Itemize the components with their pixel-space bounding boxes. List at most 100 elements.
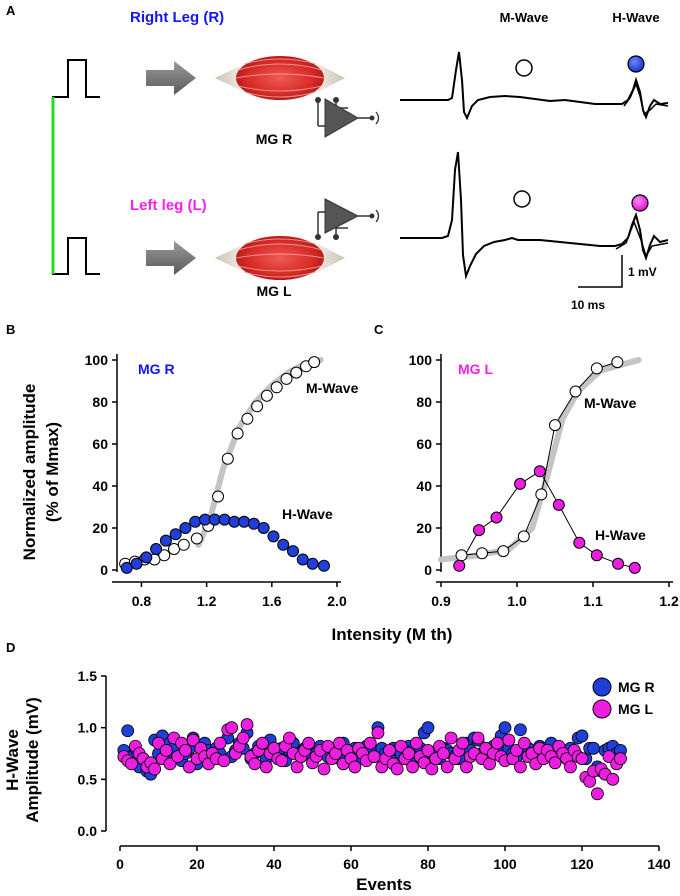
h-wave-point [257,522,270,534]
mg-r-point [121,724,135,738]
mg-l-point [383,744,396,757]
m-wave-point [190,532,203,545]
mg-l-point [302,736,316,750]
m-wave-point [270,381,283,394]
stimulus-pulse-r [52,59,100,98]
x-tick-label: 40 [266,856,282,872]
mg-l-point [148,762,162,776]
left-leg-label: Left leg (L) [130,197,207,214]
m-wave-point [158,549,171,562]
x-tick-label: 140 [647,856,671,872]
y-tick-label: 40 [416,478,432,494]
m-wave-point [455,549,468,562]
y-tick-label: 20 [92,520,108,536]
mg-l-point [348,760,362,774]
scale-bar [578,255,623,288]
m-wave-point [221,452,234,465]
m-wave-point [497,545,510,558]
chart-title: MG L [458,361,493,377]
m-wave-point [231,427,244,440]
h-wave-point [169,528,182,541]
arrow-right-icon [146,61,196,95]
mg-l-point [390,762,404,776]
y-tick-label: 0 [100,562,108,578]
x-tick-label: 60 [343,856,359,872]
h-wave-annotation: H-Wave [282,506,333,522]
h-wave-point [179,522,192,534]
h-wave-point [150,543,163,555]
mg-l-point [490,736,504,750]
muscle-r-icon [215,56,345,100]
h-wave-point [552,498,565,511]
panel-label-a: A [6,3,16,18]
mg-l-point [125,757,138,771]
mg-l-point [317,762,331,776]
y-tick-label: 60 [416,436,432,452]
y-axis-label-line1: Normalized amplitude [20,384,39,561]
mg-l-point [213,736,227,750]
panel-a: A Right Leg (R) Left leg (L) [6,3,669,312]
h-wave-point [533,465,546,478]
m-wave-point [535,488,548,501]
mg-l-point [444,731,458,745]
y-axis-label-line2: (% of Mmax) [43,422,62,522]
y-tick-label: 0.5 [78,771,98,787]
scale-time-label: 10 ms [571,298,605,312]
x-tick-label: 0 [116,856,124,872]
mg-l-point [259,760,273,774]
m-wave-fit-curve [438,357,642,563]
m-wave-point [241,412,254,425]
m-wave-point [280,372,293,385]
legend-label-mg-l: MG L [618,701,653,717]
mg-r-point [587,741,600,755]
m-wave-point [590,362,603,375]
x-tick-label: 1.2 [197,593,217,609]
h-wave-point [277,538,290,551]
electrode-r-icon [315,97,380,138]
m-wave-point [177,538,190,551]
mg-l-point [440,760,454,774]
mg-l-point [256,736,269,750]
mg-r-point [421,721,435,735]
h-wave-point [490,511,503,524]
mg-l-point [406,760,420,774]
x-tick-label: 80 [420,856,436,872]
right-leg-label: Right Leg (R) [130,9,224,26]
x-tick-label: 0.8 [132,593,152,609]
mg-r-point [498,721,512,735]
h-wave-point [238,515,251,528]
panel-label-d: D [6,640,15,655]
x-tick-label: 1.0 [507,593,527,609]
muscle-l-label: MG L [257,283,292,299]
mg-l-point [456,736,470,750]
panel-label-b: B [6,322,15,337]
h-wave-point [287,545,299,558]
mg-l-point [248,757,262,771]
h-wave-point [267,530,280,543]
x-tick-label: 1.1 [583,593,603,609]
legend-marker-mg-l [592,699,612,719]
chart-b: 0 20 40 60 80 100 0.8 1.2 1.6 2.0 MG R M-Wave H-Wave [85,352,359,609]
chart-d: 0.0 0.5 1.0 1.5 0 20 40 60 80 100 120 140 MG R MG L [78,668,671,872]
hwave-marker-l [631,194,649,212]
m-wave-point [212,490,225,503]
y-tick-label: 40 [92,478,108,494]
h-wave-point [573,536,586,549]
y-tick-label: 80 [416,394,432,410]
scale-voltage-label: 1 mV [628,265,657,279]
h-wave-point [189,515,202,528]
mg-l-point [410,736,423,750]
y-tick-label: 80 [92,394,108,410]
mwave-marker-l [513,190,531,208]
mg-l-point [179,744,192,757]
stimulus-pulse-l [52,237,100,275]
y-tick-label: 20 [416,520,432,536]
mg-l-point [217,754,231,768]
mg-l-point [421,744,435,757]
mg-l-point [186,733,200,747]
mg-l-point [182,760,196,774]
h-wave-annotation: H-Wave [595,527,646,543]
y-tick-label: 100 [409,352,433,368]
mg-l-point [606,772,620,786]
